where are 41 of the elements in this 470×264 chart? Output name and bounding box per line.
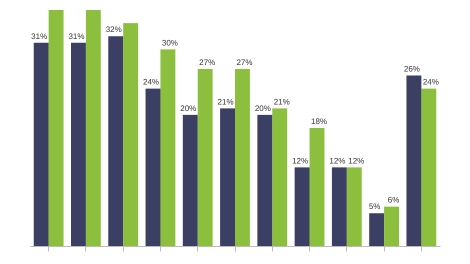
- bar: [421, 88, 436, 246]
- bar: [384, 206, 399, 246]
- data-label: 5%: [368, 202, 380, 212]
- data-label: 20%: [254, 104, 271, 113]
- bar: [146, 88, 160, 246]
- data-label: 31%: [68, 32, 84, 41]
- bar: [198, 69, 213, 246]
- data-label: 20%: [180, 104, 196, 113]
- data-label: 21%: [218, 97, 234, 106]
- data-label: 18%: [310, 117, 328, 126]
- bar: [34, 42, 49, 246]
- data-label: 12%: [348, 156, 364, 166]
- data-label: 26%: [404, 64, 420, 74]
- bar: [294, 167, 310, 246]
- bar: [406, 76, 422, 246]
- data-label: 12%: [329, 156, 346, 166]
- data-label: 12%: [292, 156, 308, 166]
- bar: [48, 10, 64, 246]
- data-label: 32%: [106, 25, 122, 34]
- bar: [182, 114, 198, 246]
- data-label: 27%: [236, 58, 252, 67]
- bar: [123, 23, 138, 246]
- bar: [86, 10, 101, 246]
- bar: [160, 49, 176, 246]
- data-label: 27%: [199, 58, 216, 67]
- data-label: 24%: [142, 78, 160, 87]
- bar: [346, 167, 362, 246]
- bar: [220, 108, 235, 246]
- bar: [369, 213, 384, 246]
- data-label: 24%: [422, 78, 439, 87]
- bar: [108, 36, 124, 246]
- bar: [235, 69, 250, 246]
- data-label: 6%: [388, 196, 400, 205]
- bar: [332, 167, 347, 246]
- bar: [257, 114, 272, 246]
- bar: [272, 108, 288, 246]
- data-label: 21%: [274, 97, 290, 106]
- bar: [71, 42, 86, 246]
- data-label: 31%: [31, 32, 48, 41]
- bar: [310, 128, 324, 246]
- data-label: 30%: [162, 38, 178, 48]
